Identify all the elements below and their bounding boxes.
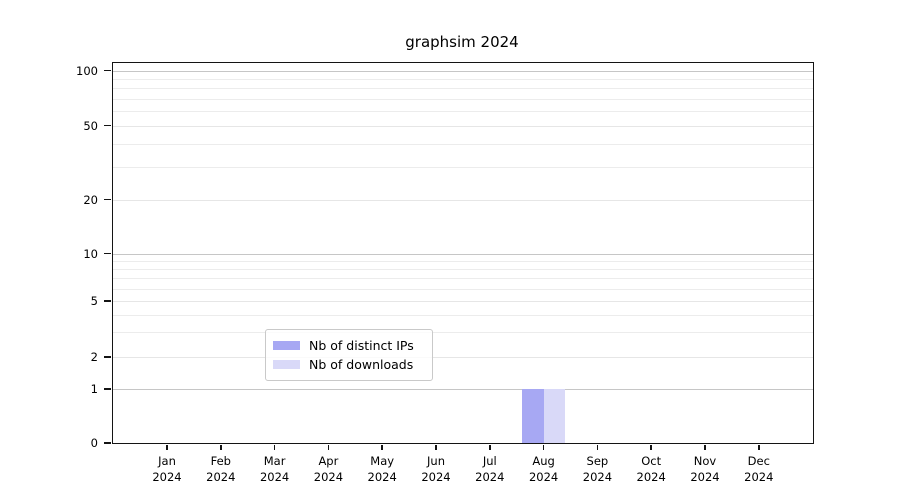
x-tick-label: Oct 2024: [636, 454, 666, 484]
y-minor-gridline: [113, 111, 813, 112]
x-tick: [596, 445, 599, 450]
x-tick: [273, 445, 276, 450]
y-tick: [104, 388, 111, 390]
x-tick-label: May 2024: [367, 454, 397, 484]
x-tick: [435, 445, 437, 450]
y-minor-gridline: [113, 332, 813, 333]
y-gridline: [113, 199, 813, 201]
y-tick: [104, 442, 111, 444]
y-tick: [104, 300, 111, 302]
x-tick: [704, 445, 706, 450]
y-tick-label: 100: [76, 63, 98, 78]
x-tick: [489, 445, 491, 450]
y-tick: [104, 252, 111, 255]
y-minor-gridline: [113, 143, 813, 145]
x-tick: [381, 445, 383, 450]
chart-title: graphsim 2024: [405, 33, 519, 51]
y-minor-gridline: [113, 278, 813, 279]
x-tick: [220, 445, 222, 450]
legend: Nb of distinct IPs Nb of downloads: [265, 329, 433, 381]
y-minor-gridline: [113, 261, 813, 262]
x-tick: [166, 445, 168, 450]
y-tick-label: 50: [83, 118, 98, 133]
y-minor-gridline: [113, 269, 813, 270]
y-tick: [104, 198, 111, 201]
x-tick-label: Nov 2024: [690, 454, 720, 484]
legend-label: Nb of distinct IPs: [309, 338, 414, 353]
y-tick-label: 5: [90, 294, 98, 308]
legend-swatch-icon: [273, 341, 300, 350]
x-tick: [542, 445, 545, 450]
y-tick-label: 2: [90, 350, 98, 364]
legend-swatch-icon: [273, 360, 300, 369]
x-tick: [650, 445, 652, 450]
y-minor-gridline: [113, 315, 813, 316]
y-gridline: [113, 389, 813, 390]
legend-row: Nb of downloads: [273, 355, 423, 374]
bar-aug-series0: [522, 389, 544, 443]
x-tick-label: Jan 2024: [152, 454, 182, 484]
x-tick-label: Dec 2024: [744, 454, 774, 484]
y-gridline: [113, 253, 813, 255]
y-tick-label: 20: [83, 192, 98, 207]
y-gridline: [113, 301, 813, 302]
x-tick-label: Mar 2024: [259, 454, 290, 484]
y-minor-gridline: [113, 88, 813, 89]
y-minor-gridline: [113, 99, 813, 100]
x-tick-label: Aug 2024: [528, 454, 559, 484]
y-tick: [104, 356, 111, 358]
y-tick: [104, 124, 111, 127]
y-tick-label: 1: [90, 382, 98, 396]
legend-label: Nb of downloads: [309, 357, 414, 372]
y-tick: [104, 69, 111, 72]
y-minor-gridline: [113, 79, 813, 80]
y-minor-gridline: [113, 167, 813, 168]
x-tick: [327, 445, 330, 450]
x-tick-label: Feb 2024: [206, 454, 236, 484]
x-tick: [758, 445, 760, 450]
y-gridline: [113, 70, 813, 72]
y-tick-label: 10: [83, 246, 98, 261]
plot-area: 0 1 2 5 10 20 50 100 Jan 2024 Feb 2024 Mar 2024 Apr…: [76, 62, 814, 484]
x-tick-label: Apr 2024: [313, 454, 344, 484]
x-tick-label: Jun 2024: [421, 454, 451, 484]
y-gridline: [113, 357, 813, 358]
y-gridline: [113, 125, 813, 127]
legend-row: Nb of distinct IPs: [273, 336, 423, 355]
y-minor-gridline: [113, 288, 813, 290]
bar-aug-series1: [543, 389, 566, 443]
y-tick-label: 0: [90, 436, 98, 450]
x-tick-label: Sep 2024: [582, 454, 613, 484]
x-tick-label: Jul 2024: [475, 454, 505, 484]
